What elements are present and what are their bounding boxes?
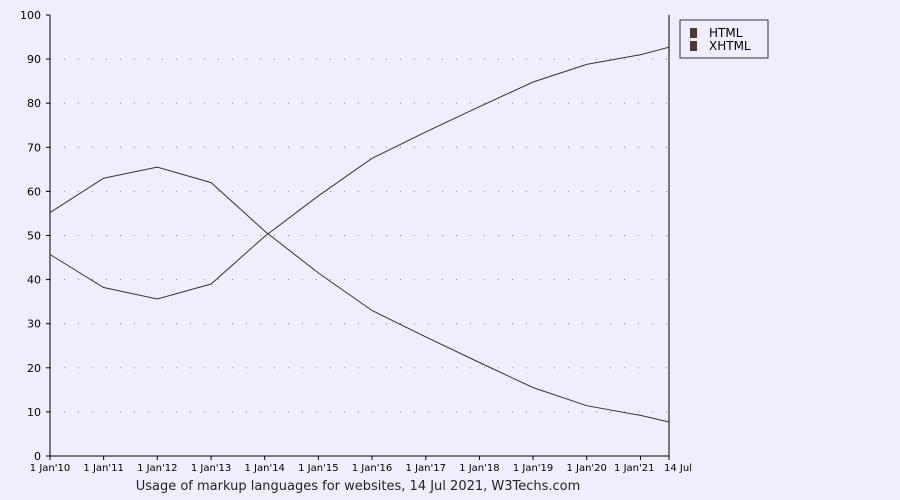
- x-tick-label-6: 1 Jan'16: [352, 463, 392, 474]
- x-tick-label-11: 1 Jan'21: [614, 463, 654, 474]
- series-line-html: [49, 46, 670, 300]
- x-tick-label-0: 1 Jan'10: [30, 463, 70, 474]
- legend-swatch-html: [690, 28, 697, 38]
- x-tick-label-10: 1 Jan'20: [566, 463, 606, 474]
- y-tick-label-40: 40: [27, 274, 41, 287]
- legend-label-html: HTML: [709, 26, 743, 40]
- x-tick-label-7: 1 Jan'17: [406, 463, 446, 474]
- x-tick-label-2: 1 Jan'12: [137, 463, 177, 474]
- series-lines: [49, 46, 670, 423]
- y-tick-label-50: 50: [27, 230, 41, 243]
- legend-box: [679, 19, 769, 59]
- y-tick-label-90: 90: [27, 53, 41, 66]
- legend-label-xhtml: XHTML: [709, 39, 751, 53]
- y-tick-label-20: 20: [27, 362, 41, 375]
- y-tick-label-80: 80: [27, 97, 41, 110]
- x-tick-label-1: 1 Jan'11: [83, 463, 123, 474]
- series-line-xhtml: [49, 166, 670, 423]
- x-tick-label-5: 1 Jan'15: [298, 463, 338, 474]
- chart-caption: Usage of markup languages for websites, …: [136, 479, 581, 494]
- y-tick-label-10: 10: [27, 406, 41, 419]
- y-tick-label-100: 100: [20, 9, 41, 22]
- x-tick-label-3: 1 Jan'13: [191, 463, 231, 474]
- y-tick-label-60: 60: [27, 185, 41, 198]
- x-tick-label-8: 1 Jan'18: [459, 463, 499, 474]
- x-tick-label-4: 1 Jan'14: [244, 463, 284, 474]
- y-tick-label-70: 70: [27, 141, 41, 154]
- y-tick-label-0: 0: [34, 450, 41, 463]
- x-tick-label-9: 1 Jan'19: [513, 463, 553, 474]
- x-tick-label-12: 14 Jul: [664, 463, 692, 474]
- legend-swatch-xhtml: [690, 41, 697, 51]
- axes: 0 10 20 30 40 50 60 70 80 90 100 1 Jan'10 1 Jan'11 1 …: [20, 9, 692, 474]
- y-tick-label-30: 30: [27, 318, 41, 331]
